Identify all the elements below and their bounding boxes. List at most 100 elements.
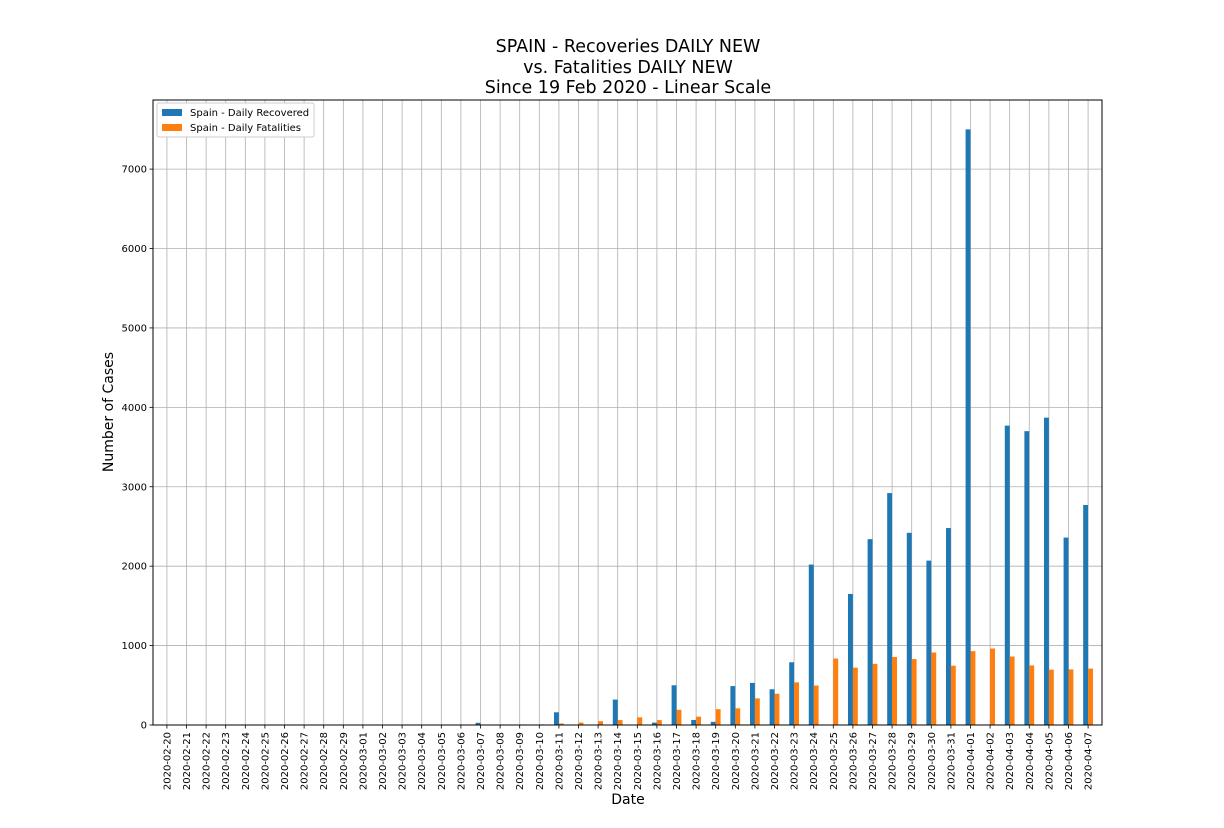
x-axis-label: Date — [611, 792, 644, 808]
bar-fatalities — [833, 658, 839, 725]
bar-recovered — [730, 686, 736, 725]
x-tick-label: 2020-04-01 — [966, 732, 977, 790]
x-tick-label: 2020-03-16 — [652, 732, 663, 790]
legend-label-fatalities: Spain - Daily Fatalities — [190, 123, 301, 134]
bar-fatalities — [637, 717, 643, 725]
bar-recovered — [847, 593, 853, 725]
legend-label-recovered: Spain - Daily Recovered — [190, 108, 309, 119]
x-tick-label: 2020-03-23 — [790, 732, 801, 790]
bar-fatalities — [617, 720, 623, 725]
bar-recovered — [1043, 417, 1049, 725]
x-tick-label: 2020-03-28 — [888, 732, 899, 790]
bar-fatalities — [774, 693, 780, 725]
bar-fatalities — [950, 665, 956, 725]
bar-fatalities — [1088, 668, 1093, 725]
y-tick-label: 1000 — [122, 641, 147, 652]
bar-fatalities — [735, 708, 741, 725]
bar-fatalities — [813, 685, 819, 725]
bar-fatalities — [1048, 669, 1054, 725]
bar-fatalities — [911, 659, 917, 725]
bar-recovered — [475, 722, 481, 725]
bar-recovered — [867, 539, 873, 725]
x-tick-label: 2020-03-04 — [417, 732, 428, 790]
bar-fatalities — [676, 709, 682, 725]
x-tick-label: 2020-03-30 — [927, 732, 938, 790]
x-tick-label: 2020-03-02 — [378, 732, 389, 790]
bar-recovered — [808, 564, 814, 725]
x-tick-label: 2020-03-24 — [809, 732, 820, 790]
x-tick-label: 2020-03-20 — [731, 732, 742, 790]
bar-recovered — [906, 532, 912, 725]
x-tick-label: 2020-02-28 — [319, 732, 330, 790]
bar-recovered — [1083, 505, 1089, 725]
x-tick-label: 2020-03-09 — [515, 732, 526, 790]
x-tick-label: 2020-03-27 — [868, 732, 879, 790]
x-tick-label: 2020-03-21 — [750, 732, 761, 790]
x-tick-label: 2020-03-06 — [456, 732, 467, 790]
bar-fatalities — [852, 667, 858, 725]
x-tick-label: 2020-02-20 — [162, 732, 173, 790]
legend-swatch-recovered — [162, 109, 182, 116]
bars — [402, 129, 1093, 726]
chart-title-line-3: Since 19 Feb 2020 - Linear Scale — [485, 78, 771, 98]
x-tick-label: 2020-03-03 — [398, 732, 409, 790]
legend-swatch-fatalities — [162, 124, 182, 131]
x-tick-label: 2020-02-25 — [260, 732, 271, 790]
x-tick-label: 2020-03-17 — [672, 732, 683, 790]
y-tick-label: 5000 — [122, 323, 147, 334]
bar-recovered — [789, 662, 795, 725]
x-tick-label: 2020-03-10 — [535, 732, 546, 790]
bar-recovered — [671, 685, 677, 725]
y-tick-label: 4000 — [122, 403, 147, 414]
x-tick-label: 2020-03-31 — [946, 732, 957, 790]
bar-fatalities — [794, 682, 799, 725]
legend-box — [156, 102, 315, 138]
x-axis-ticks: 2020-02-20 2020-02-21 2020-02-22 2020-02-23… — [162, 725, 1095, 790]
bar-fatalities — [970, 651, 976, 725]
bar-recovered — [769, 689, 775, 725]
bar-fatalities — [558, 723, 564, 725]
y-tick-label: 7000 — [122, 165, 147, 176]
bar-recovered — [651, 722, 657, 725]
x-tick-label: 2020-02-21 — [182, 732, 193, 790]
x-tick-label: 2020-03-13 — [594, 732, 605, 790]
plot-frame — [152, 99, 1103, 726]
bar-fatalities — [872, 663, 878, 725]
x-tick-label: 2020-04-02 — [986, 732, 997, 790]
y-tick-label: 0 — [141, 721, 147, 732]
chart-title: SPAIN - Recoveries DAILY NEW vs. Fatalit… — [485, 37, 771, 98]
bar-fatalities — [715, 709, 721, 725]
y-tick-label: 3000 — [122, 482, 147, 493]
bar-fatalities — [578, 722, 584, 725]
bar-fatalities — [598, 721, 604, 725]
bar-fatalities — [931, 652, 937, 725]
x-tick-label: 2020-02-22 — [202, 732, 213, 790]
bar-recovered — [1063, 537, 1069, 725]
x-tick-label: 2020-02-23 — [221, 732, 232, 790]
bar-recovered — [554, 712, 559, 725]
y-axis-ticks: 0 1000 2000 3000 4000 5000 6000 7000 — [122, 165, 153, 732]
x-tick-label: 2020-03-22 — [770, 732, 781, 790]
x-tick-label: 2020-03-12 — [574, 732, 585, 790]
bar-fatalities — [1068, 669, 1074, 725]
bar-recovered — [926, 560, 932, 725]
bar-fatalities — [696, 716, 701, 725]
chart-title-line-1: SPAIN - Recoveries DAILY NEW — [496, 37, 761, 57]
x-tick-label: 2020-04-04 — [1025, 732, 1036, 790]
x-tick-label: 2020-03-19 — [711, 732, 722, 790]
bar-recovered — [710, 721, 716, 725]
x-tick-label: 2020-04-06 — [1064, 732, 1075, 790]
bar-recovered — [887, 493, 893, 725]
bar-recovered — [945, 528, 951, 725]
x-tick-label: 2020-03-01 — [358, 732, 369, 790]
bar-fatalities — [754, 698, 760, 725]
bar-fatalities — [892, 657, 897, 725]
y-tick-label: 6000 — [122, 244, 147, 255]
x-tick-label: 2020-03-14 — [613, 732, 624, 790]
y-axis-label: Number of Cases — [101, 352, 117, 472]
bar-recovered — [1004, 425, 1010, 725]
bar-recovered — [965, 129, 971, 726]
grid — [153, 100, 1102, 726]
bar-recovered — [749, 682, 755, 725]
